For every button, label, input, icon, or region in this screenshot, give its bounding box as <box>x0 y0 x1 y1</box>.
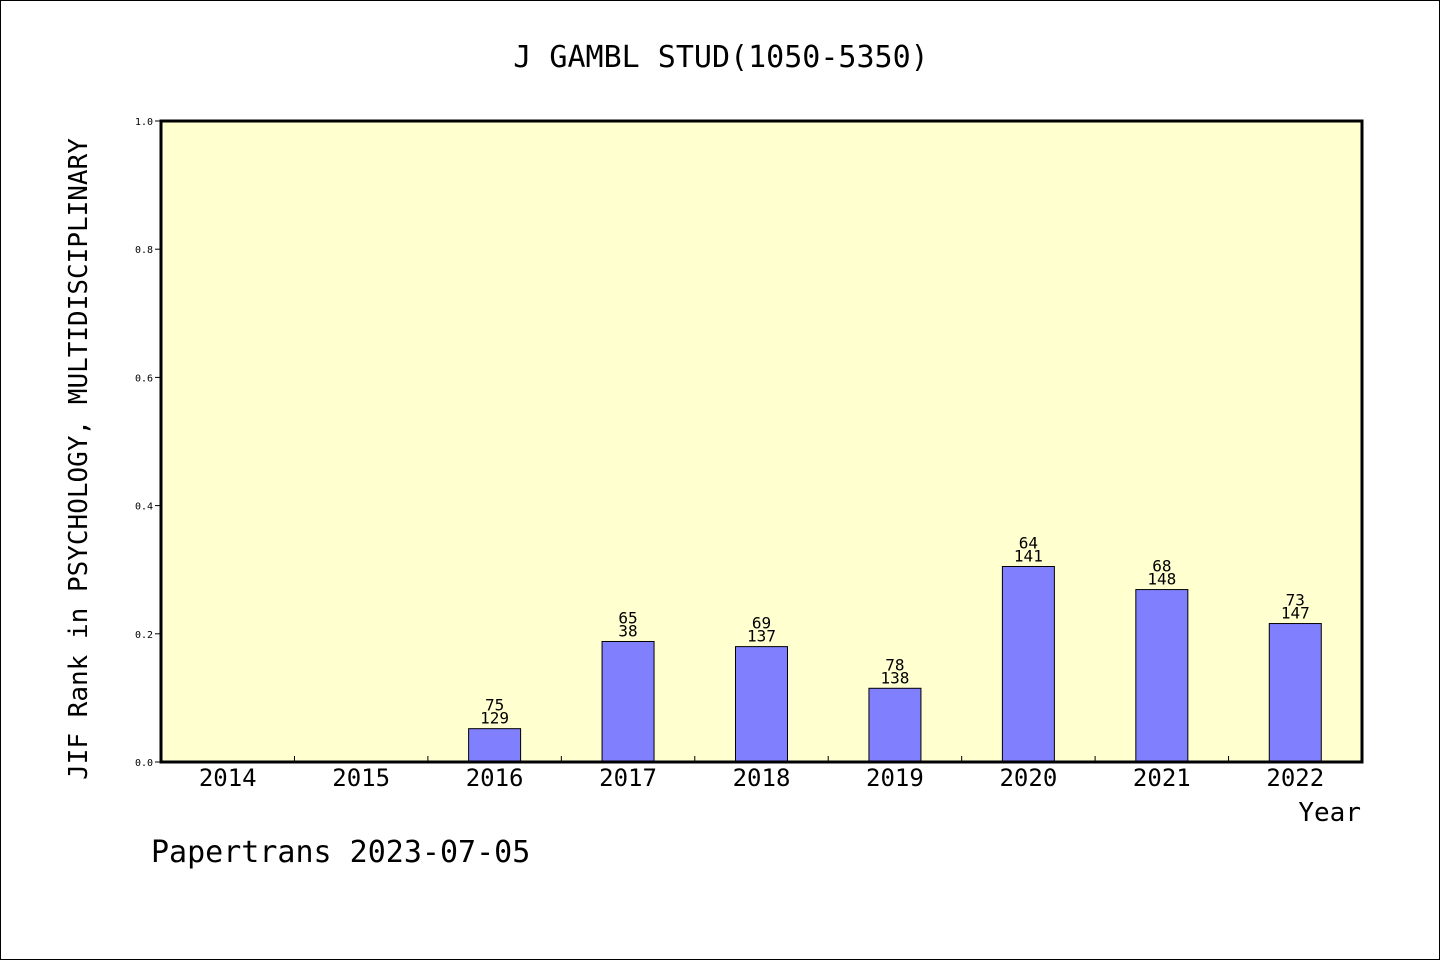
bar <box>1001 565 1055 763</box>
bar <box>1135 589 1189 763</box>
x-tick-label: 2019 <box>866 764 924 792</box>
x-tick-label: 2020 <box>999 764 1057 792</box>
bar-total-label: 147 <box>1281 604 1310 623</box>
bar-rank-label: 69 <box>752 614 771 633</box>
x-axis-ticks: 2014 2015 2016 2017 2018 2019 2020 2021 2022 <box>199 756 1324 792</box>
y-tick-label: 0.6 <box>135 373 153 384</box>
bar <box>868 687 922 763</box>
x-tick-label: 2018 <box>733 764 791 792</box>
y-tick-label: 1.0 <box>135 117 153 128</box>
y-axis-label: JIF Rank in PSYCHOLOGY, MULTIDISCIPLINAR… <box>64 138 94 780</box>
bar-rank-label: 75 <box>485 696 504 715</box>
chart-title: J GAMBL STUD(1050-5350) <box>513 40 928 75</box>
y-axis-ticks: 0.0 0.2 0.4 0.6 0.8 1.0 <box>135 117 161 769</box>
footer-credit: Papertrans 2023-07-05 <box>151 835 531 870</box>
bar <box>601 640 655 763</box>
y-tick-label: 0.2 <box>135 630 153 641</box>
bar-rank-label: 78 <box>885 655 904 674</box>
bar <box>1268 623 1322 763</box>
x-tick-label: 2016 <box>466 764 524 792</box>
y-tick-label: 0.0 <box>135 758 153 769</box>
x-tick-label: 2015 <box>332 764 390 792</box>
bar <box>468 728 522 763</box>
bars <box>468 565 1322 763</box>
bar-total-label: 138 <box>880 668 909 687</box>
bar-total-label: 141 <box>1014 546 1043 565</box>
bar-total-label: 38 <box>618 621 637 640</box>
x-tick-label: 2017 <box>599 764 657 792</box>
x-tick-label: 2022 <box>1266 764 1324 792</box>
bar-total-label: 148 <box>1147 570 1176 589</box>
plot-border <box>159 119 1364 764</box>
x-tick-label: 2014 <box>199 764 257 792</box>
bar-rank-label: 65 <box>618 608 637 627</box>
bar-total-label: 129 <box>480 709 509 728</box>
y-tick-label: 0.4 <box>135 502 153 513</box>
bar-rank-label: 73 <box>1286 591 1305 610</box>
bar-rank-label: 64 <box>1019 533 1038 552</box>
x-tick-label: 2021 <box>1133 764 1191 792</box>
bar-rank-label: 68 <box>1152 557 1171 576</box>
y-tick-label: 0.8 <box>135 245 153 256</box>
x-axis-label: Year <box>1298 798 1361 828</box>
bar <box>735 646 788 763</box>
bar-total-label: 137 <box>747 627 776 646</box>
